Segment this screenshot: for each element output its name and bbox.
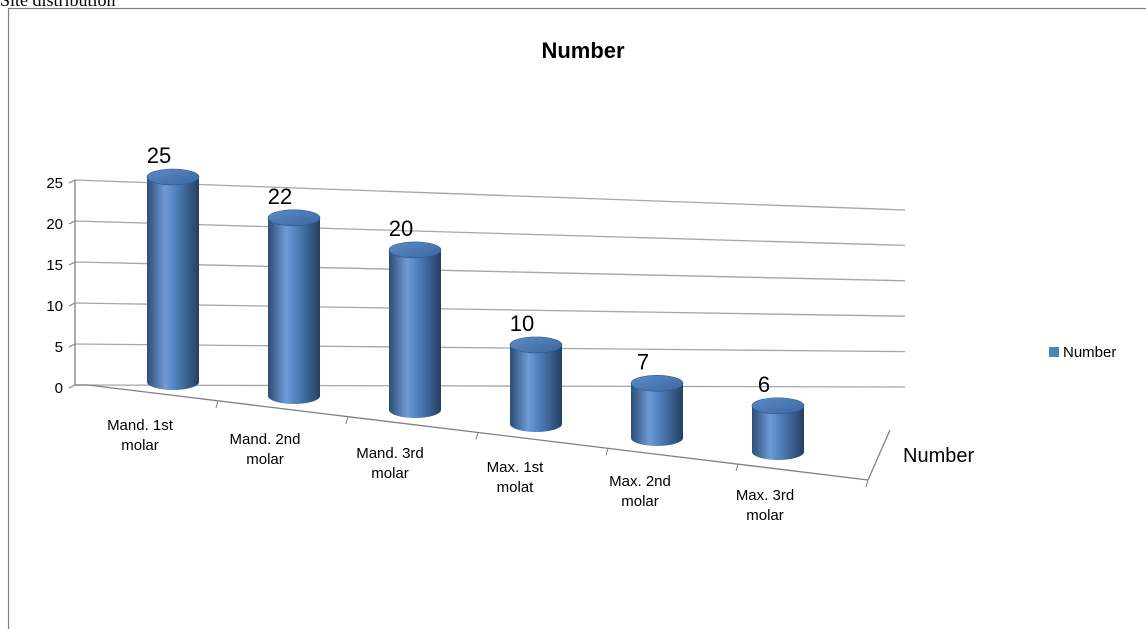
x-tick-label: Mand. 3rd molar — [356, 445, 424, 482]
data-label: 20 — [389, 216, 413, 241]
bar — [268, 217, 320, 404]
x-tick-mark — [605, 448, 609, 456]
x-tick-label-line: Mand. 1st — [107, 417, 174, 434]
bar — [389, 249, 441, 418]
data-label: 6 — [758, 372, 770, 397]
x-tick-label-line: molar — [371, 465, 409, 482]
x-tick-label-line: molar — [621, 493, 659, 510]
data-label: 22 — [268, 184, 292, 209]
plot-area: 0 5 10 15 20 25 Number 25 Mand. 1st molar 22 Mand. … — [46, 143, 974, 524]
x-tick-label-line: Mand. 3rd — [356, 445, 424, 462]
bar — [752, 405, 804, 460]
x-tick-mark — [345, 416, 349, 424]
y-tick-mark — [68, 220, 76, 225]
y-tick-mark — [68, 261, 76, 266]
x-tick-label: Max. 3rd molar — [736, 487, 794, 524]
x-tick-label-line: Max. 3rd — [736, 487, 794, 504]
y-tick-label: 25 — [46, 175, 63, 192]
bar-top — [267, 209, 321, 227]
y-tick-mark — [68, 179, 76, 184]
x-tick-label-line: molar — [746, 507, 784, 524]
y-tick-mark — [68, 384, 76, 389]
legend-label: Number — [1063, 344, 1116, 361]
x-tick-mark — [475, 432, 479, 440]
x-tick-label-line: molat — [497, 479, 535, 496]
x-tick-label-line: Mand. 2nd — [230, 431, 301, 448]
gridline — [74, 302, 906, 317]
gridline — [74, 179, 906, 211]
x-tick-label: Mand. 2nd molar — [230, 431, 301, 468]
y-tick-label: 5 — [55, 339, 63, 356]
bar — [147, 177, 199, 390]
y-tick-mark — [68, 343, 76, 348]
y-tick-label: 20 — [46, 216, 63, 233]
x-tick-mark — [735, 464, 739, 472]
x-tick-label-line: Max. 2nd — [609, 473, 671, 490]
gridline — [74, 384, 906, 388]
chart-title: Number — [541, 38, 625, 63]
bar-top — [388, 241, 442, 259]
x-tick-mark — [865, 479, 869, 488]
y-tick-label: 10 — [46, 298, 63, 315]
bar-top — [509, 336, 563, 354]
x-tick-label: Max. 2nd molar — [609, 473, 671, 510]
gridline — [74, 220, 906, 247]
y-tick-mark — [68, 302, 76, 307]
chart-frame — [7, 7, 1146, 629]
gridline — [74, 343, 906, 353]
gridline — [74, 261, 906, 282]
data-label: 25 — [147, 143, 171, 168]
bar-top — [630, 375, 684, 392]
x-tick-label-line: molar — [121, 437, 159, 454]
bar — [631, 383, 683, 446]
x-tick-label: Mand. 1st molar — [107, 417, 174, 454]
y-tick-label: 15 — [46, 257, 63, 274]
x-tick-label-line: Max. 1st — [487, 459, 545, 476]
bar-top — [146, 168, 200, 186]
data-label: 7 — [637, 349, 649, 374]
data-label: 10 — [510, 311, 534, 336]
bar — [510, 344, 562, 432]
page-caption: Site distribution — [0, 0, 116, 10]
x-tick-mark — [215, 400, 219, 408]
y-tick-label: 0 — [55, 380, 63, 397]
bar-top — [751, 397, 805, 415]
depth-axis-label: Number — [903, 445, 974, 467]
legend-swatch — [1049, 347, 1059, 357]
depth-axis-line — [867, 429, 891, 481]
x-tick-label: Max. 1st molat — [487, 459, 545, 496]
x-tick-label-line: molar — [246, 451, 284, 468]
